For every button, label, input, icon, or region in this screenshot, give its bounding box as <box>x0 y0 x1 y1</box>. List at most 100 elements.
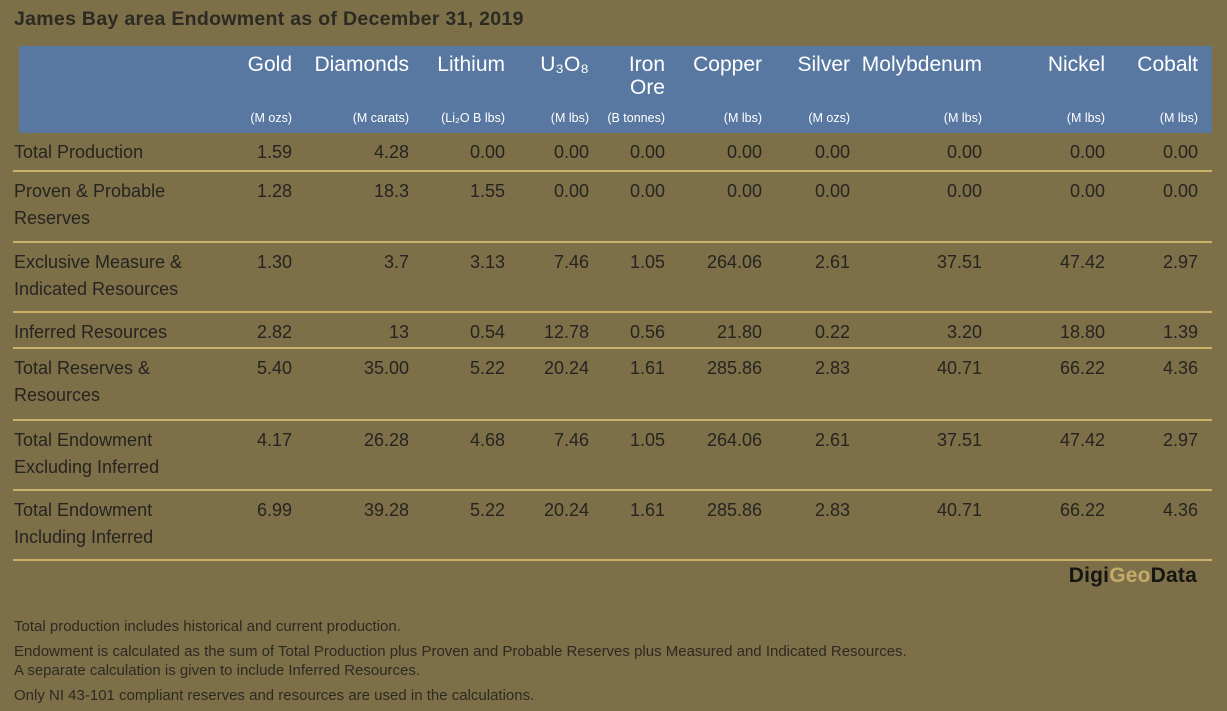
table-row-proven-probable-reserves: Proven & Probable Reserves 1.28 18.3 1.5… <box>13 172 1212 243</box>
value-cell: 2.83 <box>776 349 864 421</box>
value-cell: 37.51 <box>864 421 996 491</box>
value-cell: 39.28 <box>306 491 423 561</box>
logo-part-geo: Geo <box>1109 564 1151 587</box>
value-cell: 1.39 <box>1119 313 1212 349</box>
value-cell: 285.86 <box>679 491 776 561</box>
value-cell: 0.00 <box>519 133 603 172</box>
row-label: Total Endowment Including Inferred <box>13 491 228 561</box>
value-cell: 1.61 <box>603 349 679 421</box>
value-cell: 5.22 <box>423 349 519 421</box>
column-unit: (M lbs) <box>1159 111 1198 125</box>
value-cell: 2.83 <box>776 491 864 561</box>
value-cell: 4.28 <box>306 133 423 172</box>
value-cell: 18.80 <box>996 313 1119 349</box>
value-cell: 3.13 <box>423 243 519 313</box>
header-row: Gold (M ozs) Diamonds (M carats) Lithium (L… <box>13 46 1212 133</box>
value-cell: 1.05 <box>603 421 679 491</box>
value-cell: 2.97 <box>1119 421 1212 491</box>
column-unit: (Li₂O B lbs) <box>441 111 505 125</box>
row-label: Total Reserves & Resources <box>13 349 228 421</box>
value-cell: 0.54 <box>423 313 519 349</box>
value-cell: 40.71 <box>864 349 996 421</box>
column-header-cobalt: Cobalt (M lbs) <box>1119 46 1212 133</box>
table-row-total-reserves-resources: Total Reserves & Resources 5.40 35.00 5.… <box>13 349 1212 421</box>
value-cell: 3.7 <box>306 243 423 313</box>
value-cell: 0.00 <box>679 172 776 243</box>
value-cell: 4.17 <box>228 421 306 491</box>
value-cell: 0.00 <box>864 133 996 172</box>
footnote-ni43-101: Only NI 43-101 compliant reserves and re… <box>14 687 535 704</box>
value-cell: 0.00 <box>1119 172 1212 243</box>
value-cell: 2.61 <box>776 243 864 313</box>
value-cell: 35.00 <box>306 349 423 421</box>
column-name: U₃O₈ <box>540 53 589 76</box>
value-cell: 0.00 <box>776 172 864 243</box>
value-cell: 4.36 <box>1119 491 1212 561</box>
footnotes: Total production includes historical and… <box>14 617 907 705</box>
column-unit: (M lbs) <box>1066 111 1105 125</box>
row-label: Exclusive Measure & Indicated Resources <box>13 243 228 313</box>
header-empty-cell <box>13 46 228 133</box>
table-row-endowment-excluding-inferred: Total Endowment Excluding Inferred 4.17 … <box>13 421 1212 491</box>
table-row-inferred-resources: Inferred Resources 2.82 13 0.54 12.78 0.… <box>13 313 1212 349</box>
value-cell: 0.56 <box>603 313 679 349</box>
value-cell: 1.55 <box>423 172 519 243</box>
value-cell: 0.00 <box>996 133 1119 172</box>
column-unit: (M ozs) <box>808 111 850 125</box>
column-unit: (M lbs) <box>943 111 982 125</box>
value-cell: 26.28 <box>306 421 423 491</box>
value-cell: 66.22 <box>996 491 1119 561</box>
value-cell: 0.00 <box>423 133 519 172</box>
value-cell: 0.00 <box>603 172 679 243</box>
column-unit: (B tonnes) <box>607 111 665 125</box>
column-name: Molybdenum <box>861 53 982 76</box>
value-cell: 0.00 <box>519 172 603 243</box>
column-unit: (M carats) <box>352 111 409 125</box>
column-name: Nickel <box>1047 53 1105 76</box>
value-cell: 37.51 <box>864 243 996 313</box>
value-cell: 0.00 <box>1119 133 1212 172</box>
column-name: Lithium <box>437 53 505 76</box>
value-cell: 1.59 <box>228 133 306 172</box>
value-cell: 20.24 <box>519 491 603 561</box>
column-name: Gold <box>247 53 292 76</box>
column-header-iron-ore: Iron Ore (B tonnes) <box>603 46 679 133</box>
value-cell: 1.61 <box>603 491 679 561</box>
footnote-inferred-calculation: A separate calculation is given to inclu… <box>14 662 421 679</box>
column-name: Silver <box>797 53 850 76</box>
value-cell: 2.61 <box>776 421 864 491</box>
value-cell: 0.00 <box>776 133 864 172</box>
digigeodata-logo: DigiGeoData <box>1069 564 1197 588</box>
table-row-measured-indicated-resources: Exclusive Measure & Indicated Resources … <box>13 243 1212 313</box>
value-cell: 264.06 <box>679 421 776 491</box>
column-header-lithium: Lithium (Li₂O B lbs) <box>423 46 519 133</box>
value-cell: 66.22 <box>996 349 1119 421</box>
footnote-endowment-calculation: Endowment is calculated as the sum of To… <box>14 643 907 660</box>
row-label: Inferred Resources <box>13 313 228 349</box>
value-cell: 1.05 <box>603 243 679 313</box>
row-label: Proven & Probable Reserves <box>13 172 228 243</box>
footnote-production: Total production includes historical and… <box>14 618 401 635</box>
value-cell: 5.40 <box>228 349 306 421</box>
value-cell: 264.06 <box>679 243 776 313</box>
value-cell: 7.46 <box>519 243 603 313</box>
value-cell: 18.3 <box>306 172 423 243</box>
value-cell: 2.82 <box>228 313 306 349</box>
value-cell: 12.78 <box>519 313 603 349</box>
column-header-silver: Silver (M ozs) <box>776 46 864 133</box>
value-cell: 6.99 <box>228 491 306 561</box>
column-unit: (M ozs) <box>250 111 292 125</box>
logo-part-digi: Digi <box>1068 564 1110 587</box>
column-unit: (M lbs) <box>723 111 762 125</box>
value-cell: 4.68 <box>423 421 519 491</box>
value-cell: 7.46 <box>519 421 603 491</box>
value-cell: 1.30 <box>228 243 306 313</box>
value-cell: 0.00 <box>603 133 679 172</box>
row-label: Total Production <box>13 133 228 172</box>
value-cell: 0.22 <box>776 313 864 349</box>
row-label: Total Endowment Excluding Inferred <box>13 421 228 491</box>
table-row-endowment-including-inferred: Total Endowment Including Inferred 6.99 … <box>13 491 1212 561</box>
value-cell: 2.97 <box>1119 243 1212 313</box>
column-header-u3o8: U₃O₈ (M lbs) <box>519 46 603 133</box>
